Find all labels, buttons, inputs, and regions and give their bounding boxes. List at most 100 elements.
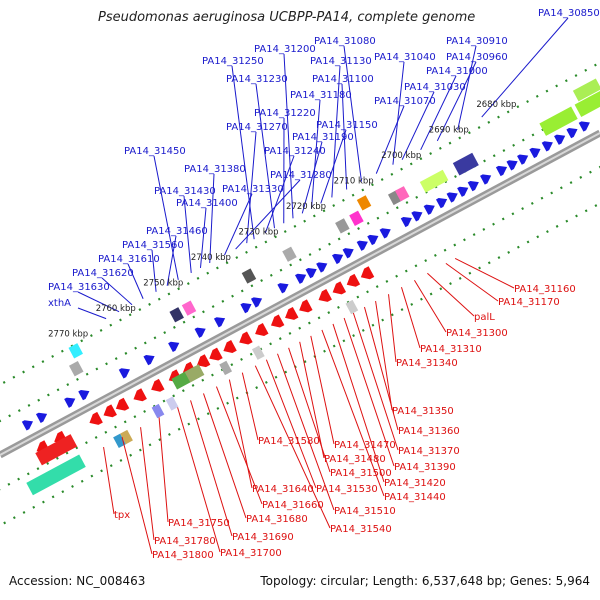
backbone-layer — [0, 61, 600, 527]
forward-gene-label: PA14_31270 — [226, 122, 288, 133]
forward-gene-arrow — [541, 141, 553, 152]
forward-leader-line — [375, 105, 405, 174]
reverse-leader-line — [228, 379, 253, 489]
kbp-tick-label: 2750 kbp — [143, 279, 183, 289]
forward-leader-line — [457, 45, 477, 131]
reverse-leader-line — [277, 353, 335, 511]
kbp-tick-label: 2770 kbp — [48, 330, 88, 340]
forward-gene-arrow — [554, 134, 566, 145]
reverse-leader-line — [288, 347, 331, 473]
reverse-gene-arrow — [239, 331, 253, 345]
forward-gene-label: PA14_30850 — [538, 8, 600, 19]
feature-square — [169, 307, 184, 323]
forward-leader-line — [320, 129, 347, 204]
forward-leader-line — [101, 277, 133, 306]
forward-gene-label: PA14_31280 — [270, 170, 332, 181]
forward-leader-line — [301, 141, 323, 214]
reverse-leader-line — [414, 279, 447, 333]
feature-block — [26, 454, 86, 496]
reverse-gene-label: PA14_31680 — [246, 514, 308, 525]
forward-leader-line — [481, 17, 569, 118]
reverse-leader-line — [299, 341, 325, 459]
forward-gene-arrow — [277, 283, 289, 294]
feature-square — [335, 218, 350, 234]
reverse-gene-label: PA14_31170 — [498, 297, 560, 308]
feature-block — [419, 169, 449, 193]
forward-gene-arrow — [240, 303, 252, 314]
kbp-tick-label: 2710 kbp — [334, 176, 374, 186]
forward-leader-line — [224, 193, 253, 256]
forward-leader-line — [231, 65, 255, 240]
backbone-highlight — [0, 132, 600, 456]
reverse-gene-arrow — [89, 411, 103, 425]
forward-gene-arrow — [495, 165, 508, 177]
forward-gene-arrow — [446, 192, 458, 203]
reverse-leader-line — [140, 427, 155, 541]
reverse-leader-line — [352, 312, 399, 451]
forward-leader-line — [77, 307, 107, 320]
feature-square — [356, 195, 372, 211]
reverse-gene-label: PA14_31800 — [152, 550, 214, 561]
forward-leader-line — [235, 179, 301, 250]
forward-gene-arrow — [21, 420, 34, 431]
forward-leader-line — [183, 195, 192, 273]
reverse-gene-arrow — [332, 281, 347, 295]
forward-gene-arrow — [305, 268, 317, 279]
reverse-gene-arrow — [196, 354, 211, 368]
reverse-gene-label: PA14_31300 — [446, 328, 508, 339]
reverse-gene-arrow — [151, 378, 165, 392]
reverse-gene-arrow — [360, 266, 375, 280]
forward-gene-label: PA14_31400 — [176, 198, 238, 209]
reverse-gene-label: PA14_31310 — [420, 344, 482, 355]
forward-gene-arrow — [467, 181, 479, 192]
forward-gene-arrow — [118, 368, 130, 379]
reverse-gene-label: PA14_31700 — [220, 548, 282, 559]
feature-block — [574, 87, 600, 117]
forward-gene-arrow — [168, 341, 180, 353]
reverse-gene-arrow — [285, 306, 299, 320]
forward-leader-line — [401, 91, 435, 160]
forward-gene-label: PA14_31230 — [226, 74, 288, 85]
forward-gene-arrow — [411, 211, 423, 222]
forward-leader-line — [166, 235, 177, 286]
forward-gene-arrow — [367, 234, 379, 246]
forward-gene-label: PA14_30910 — [446, 36, 508, 47]
kbp-tick-label: 2700 kbp — [381, 151, 421, 161]
forward-leader-line — [341, 83, 348, 190]
reverse-gene-label: PA14_31480 — [324, 454, 386, 465]
forward-gene-label: PA14_31330 — [222, 184, 284, 195]
reverse-gene-label: PA14_31500 — [330, 468, 392, 479]
labels-layer: 2680 kbp 2690 kbp 2700 kbp 2710 kbp 2720 kbp… — [48, 8, 600, 561]
reverse-gene-label: PA14_31340 — [396, 358, 458, 369]
forward-gene-label: PA14_31250 — [202, 56, 264, 67]
forward-gene-arrow — [250, 297, 263, 308]
forward-leader-line — [343, 45, 362, 182]
reverse-gene-label: PA14_31750 — [168, 518, 230, 529]
feature-square — [69, 361, 84, 377]
forward-gene-arrow — [356, 240, 368, 251]
forward-gene-label: PA14_31100 — [312, 74, 374, 85]
reverse-leader-line — [254, 365, 331, 529]
forward-leader-line — [264, 155, 295, 234]
forward-gene-arrow — [529, 147, 541, 159]
kbp-tick-label: 2690 kbp — [429, 125, 469, 135]
reverse-gene-arrow — [270, 314, 285, 328]
reverse-gene-arrow — [209, 347, 223, 361]
reverse-leader-line — [103, 447, 115, 515]
feature-square — [181, 300, 197, 316]
reverse-leader-line — [310, 335, 335, 445]
forward-leader-line — [436, 61, 477, 142]
forward-gene-label: xthA — [48, 298, 71, 309]
forward-gene-label: PA14_31150 — [316, 120, 378, 131]
forward-gene-label: PA14_31450 — [124, 146, 186, 157]
forward-leader-line — [209, 173, 215, 264]
forward-gene-label: PA14_31620 — [72, 268, 134, 279]
feature-block — [572, 78, 600, 102]
forward-gene-label: PA14_31200 — [254, 44, 316, 55]
reverse-gene-block — [35, 434, 78, 466]
forward-gene-arrow — [35, 412, 48, 423]
reverse-gene-arrow — [318, 288, 332, 302]
forward-leader-line — [153, 155, 179, 280]
kbp-tick-label: 2680 kbp — [476, 100, 516, 110]
feature-square — [282, 246, 297, 262]
